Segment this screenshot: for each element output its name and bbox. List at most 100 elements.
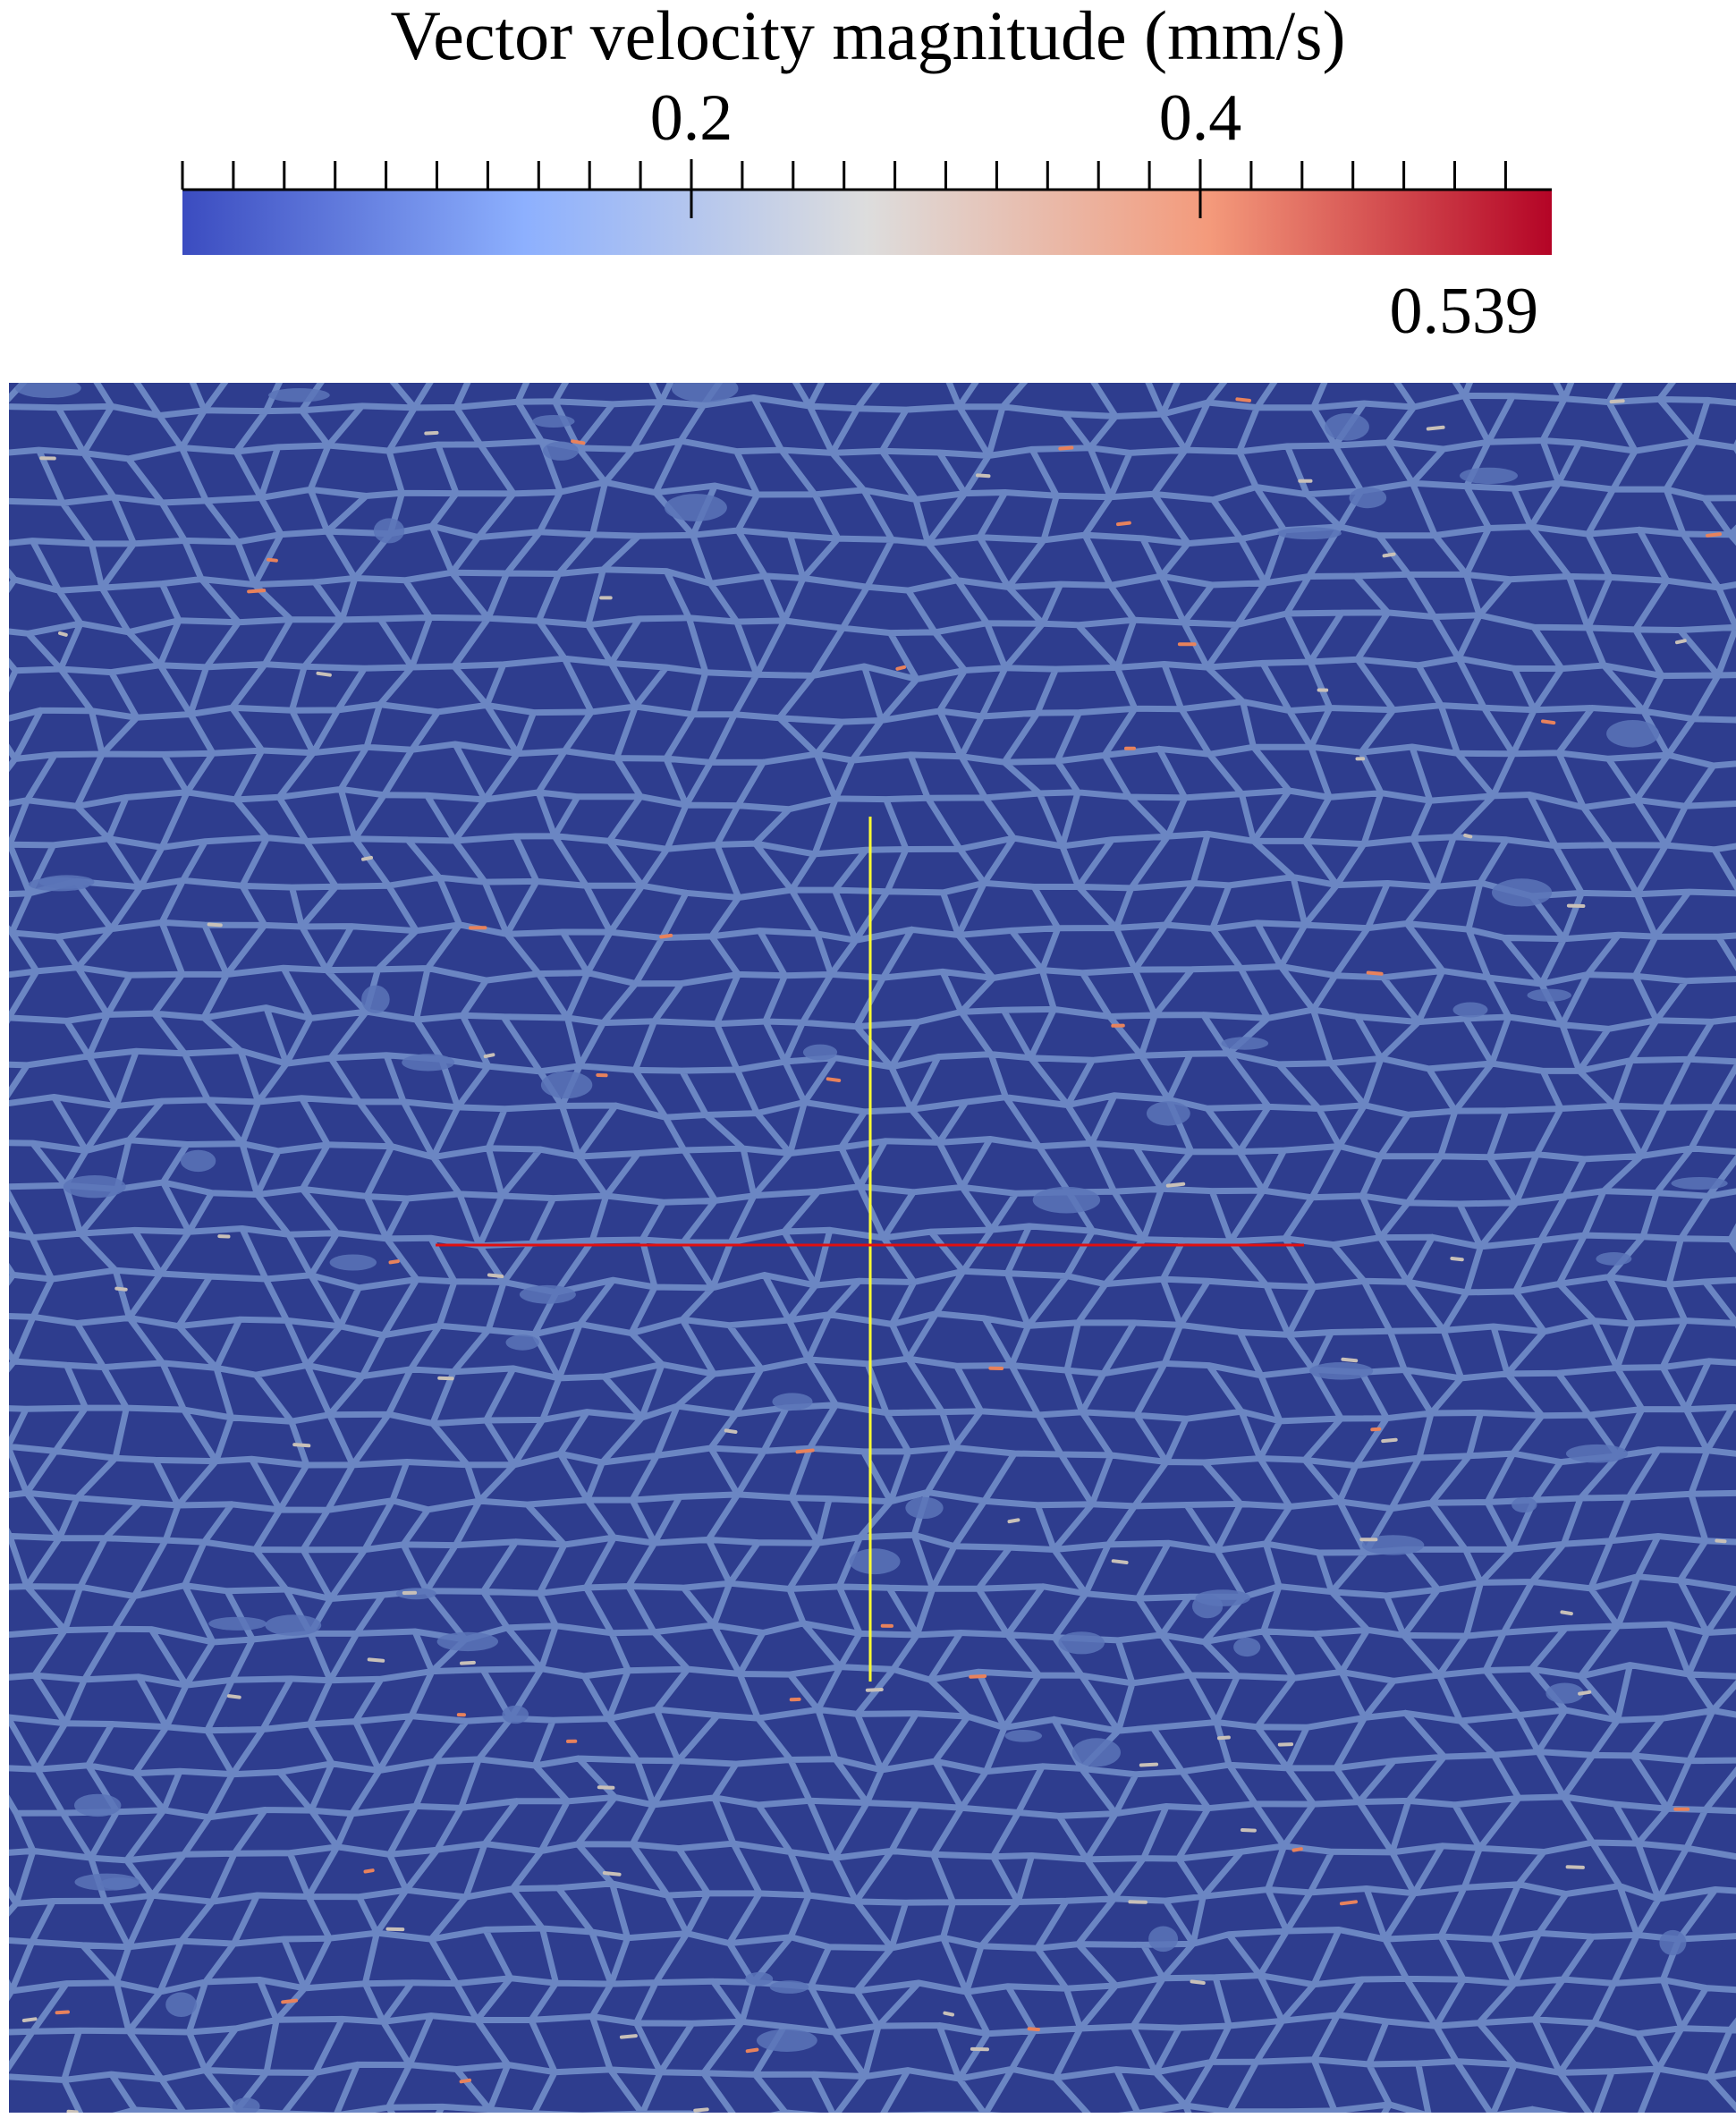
velocity-hotspot — [969, 1674, 987, 1679]
velocity-hotspot — [1565, 1865, 1585, 1869]
velocity-hotspot — [1165, 1182, 1186, 1188]
pooled-channel-region — [532, 415, 575, 428]
colorbar-title: Vector velocity magnitude (mm/s) — [390, 0, 1346, 74]
pooled-channel-region — [1566, 1444, 1629, 1463]
velocity-hotspot — [316, 671, 332, 677]
pooled-channel-region — [436, 1631, 498, 1652]
velocity-hotspot — [1578, 1690, 1592, 1696]
velocity-hotspot — [602, 1871, 622, 1877]
colorbar-tick-label-0.2: 0.2 — [650, 81, 733, 155]
pooled-channel-region — [1460, 467, 1518, 485]
pore-channel-network — [9, 383, 1736, 2113]
velocity-hotspot — [1291, 1847, 1303, 1852]
velocity-hotspot — [1339, 1900, 1358, 1906]
velocity-hotspot — [1139, 1762, 1159, 1767]
velocity-hotspot — [976, 473, 991, 479]
pooled-channel-region — [502, 1705, 529, 1724]
velocity-hotspot — [1715, 1538, 1727, 1544]
pooled-channel-region — [1277, 527, 1342, 540]
pooled-channel-region — [63, 1175, 126, 1199]
pooled-channel-region — [802, 1044, 838, 1061]
pooled-channel-region — [1492, 878, 1553, 907]
velocity-hotspot — [1609, 399, 1625, 404]
velocity-hotspot — [424, 430, 439, 436]
pooled-channel-region — [905, 1496, 944, 1519]
velocity-field-image — [9, 383, 1736, 2113]
pooled-channel-region — [1192, 1594, 1224, 1619]
pooled-channel-region — [208, 1616, 267, 1631]
pooled-channel-region — [268, 388, 330, 402]
pooled-channel-region — [28, 877, 90, 892]
pooled-channel-region — [1349, 487, 1387, 509]
velocity-hotspot — [1235, 397, 1251, 402]
pooled-channel-region — [505, 1334, 539, 1351]
pooled-channel-region — [329, 1254, 377, 1271]
velocity-hotspot — [1560, 1610, 1573, 1616]
pooled-channel-region — [1452, 1002, 1488, 1018]
velocity-hotspot — [1277, 1742, 1294, 1747]
pooled-channel-region — [757, 2029, 817, 2052]
pooled-channel-region — [180, 1149, 216, 1173]
velocity-hotspot — [114, 1286, 128, 1292]
velocity-hotspot — [659, 933, 673, 939]
velocity-hotspot — [281, 1998, 299, 2004]
pooled-channel-region — [664, 494, 727, 521]
pooled-channel-region — [1148, 1926, 1179, 1953]
pooled-channel-region — [232, 2097, 260, 2113]
pooled-channel-region — [1606, 720, 1660, 748]
pooled-channel-region — [1233, 1637, 1261, 1657]
velocity-hotspot — [1366, 970, 1384, 976]
velocity-hotspot — [460, 1660, 476, 1665]
pooled-channel-region — [849, 1548, 901, 1575]
velocity-hotspot — [571, 439, 586, 445]
velocity-hotspot — [1190, 1979, 1206, 1985]
velocity-hotspot — [292, 1443, 311, 1448]
velocity-hotspot — [367, 1657, 385, 1663]
velocity-hotspot — [267, 557, 278, 563]
velocity-hotspot — [1116, 521, 1131, 527]
velocity-hotspot — [895, 665, 906, 671]
pooled-channel-region — [542, 441, 579, 461]
pooled-channel-region — [1309, 1362, 1374, 1380]
pooled-channel-region — [373, 518, 405, 544]
velocity-hotspot — [487, 1273, 504, 1278]
colorbar-max-label: 0.539 — [1390, 275, 1539, 348]
pooled-channel-region — [769, 1980, 809, 1994]
pooled-channel-region — [1032, 1186, 1101, 1214]
pooled-channel-region — [519, 1284, 576, 1304]
velocity-hotspot — [363, 1868, 375, 1874]
velocity-hotspot — [943, 2011, 954, 2017]
pooled-channel-region — [1512, 1496, 1537, 1513]
velocity-hotspot — [1217, 1735, 1231, 1741]
pooled-channel-region — [1527, 988, 1571, 1002]
pooled-channel-region — [1659, 1929, 1687, 1956]
pooled-channel-region — [1325, 413, 1369, 441]
velocity-hotspot — [1007, 1518, 1020, 1524]
colorbar: 0.2 0.4 0.539 — [181, 81, 1552, 348]
pooled-channel-region — [15, 383, 81, 398]
velocity-hotspot — [21, 2017, 38, 2022]
velocity-hotspot — [1463, 833, 1473, 839]
velocity-hotspot — [1241, 1828, 1257, 1833]
pooled-channel-region — [74, 1873, 140, 1891]
velocity-hotspot — [1381, 1437, 1398, 1444]
pooled-channel-region — [265, 1614, 322, 1636]
velocity-hotspot — [1382, 552, 1396, 558]
high-velocity-spots — [21, 397, 1727, 2113]
colorbar-minor-ticks — [181, 161, 1507, 190]
velocity-hotspot — [1058, 445, 1074, 451]
velocity-hotspot — [247, 589, 267, 594]
velocity-hotspot — [55, 2010, 70, 2015]
velocity-hotspot — [1675, 639, 1687, 645]
pooled-channel-region — [1671, 1177, 1728, 1190]
velocity-hotspot — [1450, 1257, 1464, 1262]
pooled-channel-region — [1004, 1730, 1043, 1742]
velocity-hotspot — [826, 1077, 842, 1082]
pooled-channel-region — [74, 1793, 122, 1817]
velocity-hotspot — [207, 922, 223, 928]
pooled-channel-region — [1596, 1252, 1632, 1266]
pooled-channel-region — [671, 383, 739, 402]
pooled-channel-region — [1147, 1101, 1190, 1126]
velocity-hotspot — [1426, 425, 1445, 431]
velocity-hotspot — [1370, 1427, 1382, 1432]
